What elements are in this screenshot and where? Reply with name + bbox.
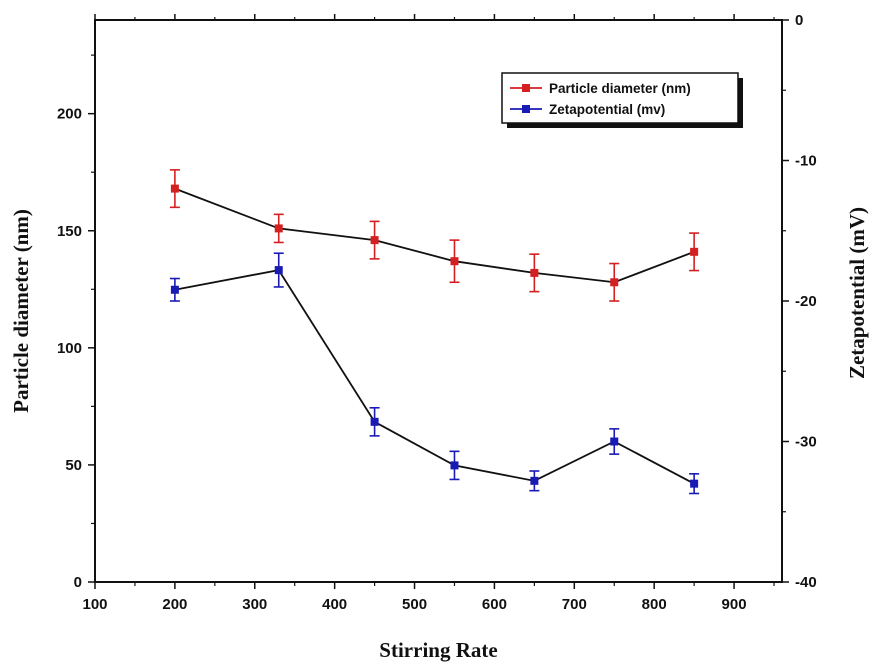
data-point [530, 476, 539, 485]
x-tick-label: 100 [82, 596, 107, 613]
legend-box [501, 72, 739, 124]
data-point [170, 285, 179, 294]
y-right-tick-label: -30 [795, 434, 817, 451]
legend-label: Particle diameter (nm) [549, 81, 691, 96]
data-point [530, 268, 539, 277]
y-right-tick-label: -10 [795, 153, 817, 170]
y-left-tick-label: 200 [57, 106, 82, 123]
series-line [174, 187, 695, 284]
data-point [274, 266, 283, 275]
y-left-tick-label: 150 [57, 223, 82, 240]
x-tick-label: 400 [322, 596, 347, 613]
data-point [370, 417, 379, 426]
y-right-axis-title: Zetapotential (mV) [845, 207, 869, 379]
data-point [610, 437, 619, 446]
data-point [690, 479, 699, 488]
data-point [610, 278, 619, 287]
y-left-tick-label: 50 [65, 457, 82, 474]
x-axis-title: Stirring Rate [379, 638, 497, 662]
legend-swatch-marker [522, 105, 530, 113]
y-left-tick-label: 0 [74, 574, 82, 591]
data-point [170, 184, 179, 193]
y-right-tick-label: 0 [795, 12, 803, 29]
x-tick-label: 300 [242, 596, 267, 613]
data-point [690, 247, 699, 256]
x-tick-label: 500 [402, 596, 427, 613]
data-point [274, 224, 283, 233]
data-point [450, 461, 459, 470]
series-line [174, 269, 695, 485]
x-tick-label: 800 [642, 596, 667, 613]
y-right-tick-label: -20 [795, 293, 817, 310]
legend-swatch-marker [522, 84, 530, 92]
y-left-tick-label: 100 [57, 340, 82, 357]
x-tick-label: 900 [722, 596, 747, 613]
data-point [450, 257, 459, 266]
x-tick-label: 600 [482, 596, 507, 613]
data-point [370, 236, 379, 245]
legend-label: Zetapotential (mv) [549, 102, 665, 117]
x-tick-label: 200 [162, 596, 187, 613]
x-tick-label: 700 [562, 596, 587, 613]
y-left-axis-title: Particle diameter (nm) [9, 209, 33, 413]
y-right-tick-label: -40 [795, 574, 817, 591]
